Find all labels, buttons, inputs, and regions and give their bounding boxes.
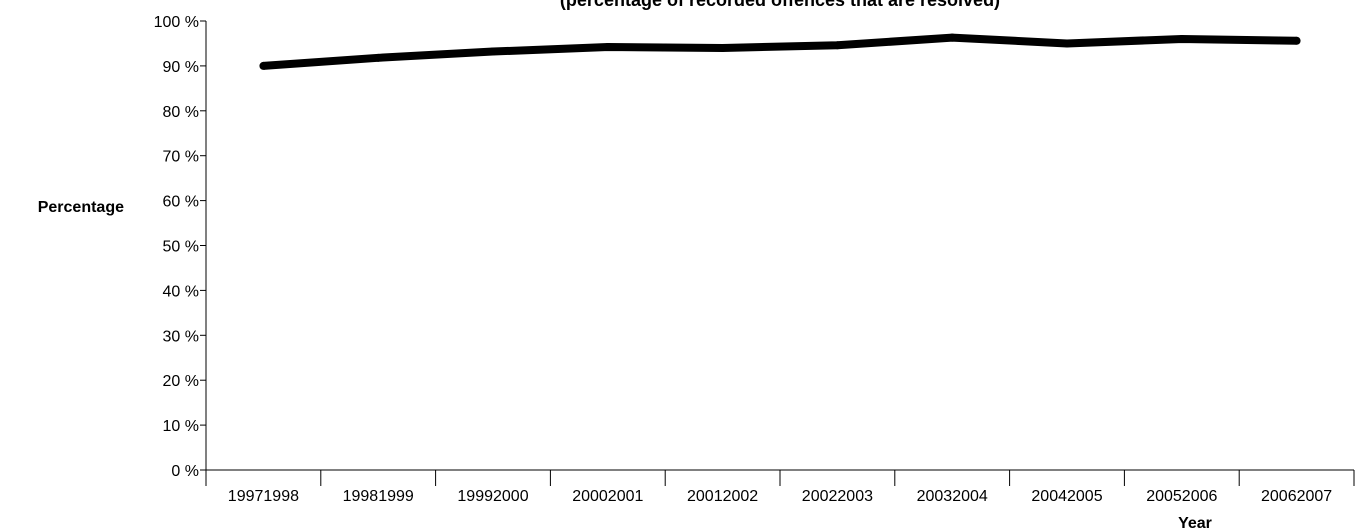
data-point <box>374 53 383 62</box>
x-tick-label: 19981999 <box>343 488 414 505</box>
data-point <box>1292 36 1301 45</box>
series-line <box>263 33 1297 70</box>
x-tick-label: 19971998 <box>228 488 299 505</box>
data-point <box>603 43 612 52</box>
x-tick-label: 20012002 <box>687 488 758 505</box>
y-tick-label: 80 % <box>163 104 199 121</box>
x-tick-label: 20022003 <box>802 488 873 505</box>
data-point <box>489 47 497 56</box>
x-tick-label: 20032004 <box>917 488 988 505</box>
y-tick-label: 70 % <box>163 149 199 166</box>
x-tick-label: 20002001 <box>572 488 643 505</box>
y-tick-label: 10 % <box>163 418 199 435</box>
x-tick-label: 19992000 <box>457 488 528 505</box>
y-axis-title: Percentage <box>38 199 124 216</box>
data-point <box>1177 34 1186 43</box>
y-tick-label: 0 % <box>171 463 199 480</box>
y-tick-label: 100 % <box>154 14 199 31</box>
data-point <box>948 33 957 42</box>
y-tick-label: 90 % <box>163 59 199 76</box>
data-point <box>718 43 727 52</box>
x-axis: 19971998 19981999 19992000 20002001 20012002… <box>205 469 1355 505</box>
y-tick-label: 60 % <box>163 194 199 211</box>
x-tick-label: 20062007 <box>1261 488 1332 505</box>
y-tick-label: 40 % <box>163 283 199 300</box>
y-axis: 0 % 10 % 20 % 30 % 40 % 50 % 60 % 70 % 80 % 90 % 1… <box>154 14 207 480</box>
x-axis-title: Year <box>1178 515 1212 531</box>
data-point <box>259 61 268 70</box>
y-tick-label: 30 % <box>163 328 199 345</box>
data-point <box>1063 39 1071 48</box>
series-layer <box>259 33 1301 70</box>
x-tick-label: 20042005 <box>1031 488 1102 505</box>
y-tick-label: 20 % <box>163 373 199 390</box>
chart-subtitle: (percentage of recorded offences that ar… <box>560 0 1000 10</box>
x-tick-label: 20052006 <box>1146 488 1217 505</box>
y-tick-label: 50 % <box>163 239 199 256</box>
data-point <box>833 41 842 50</box>
